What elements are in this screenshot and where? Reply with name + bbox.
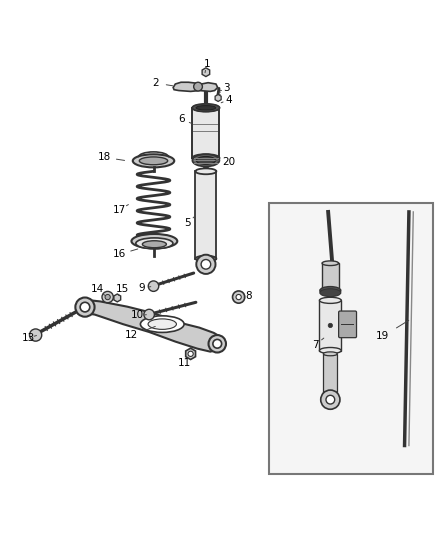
Ellipse shape bbox=[195, 168, 216, 174]
Text: 1: 1 bbox=[204, 59, 210, 69]
Text: 9: 9 bbox=[138, 284, 145, 293]
Ellipse shape bbox=[192, 154, 219, 162]
Ellipse shape bbox=[323, 391, 337, 395]
Ellipse shape bbox=[196, 157, 215, 164]
Ellipse shape bbox=[131, 234, 177, 248]
Text: 11: 11 bbox=[177, 358, 191, 368]
Ellipse shape bbox=[148, 319, 177, 329]
Text: 4: 4 bbox=[225, 95, 232, 104]
Circle shape bbox=[75, 297, 95, 317]
Text: 8: 8 bbox=[245, 291, 252, 301]
Text: 20: 20 bbox=[222, 157, 235, 167]
Circle shape bbox=[196, 255, 215, 274]
Polygon shape bbox=[186, 348, 195, 359]
Circle shape bbox=[144, 309, 154, 320]
Text: 2: 2 bbox=[152, 78, 159, 88]
Circle shape bbox=[233, 291, 245, 303]
Bar bbox=[192, 108, 219, 158]
Ellipse shape bbox=[142, 241, 166, 248]
Polygon shape bbox=[173, 82, 218, 92]
Ellipse shape bbox=[323, 352, 337, 356]
Ellipse shape bbox=[322, 261, 339, 265]
Text: 15: 15 bbox=[116, 284, 129, 294]
Text: 5: 5 bbox=[184, 218, 191, 228]
Text: 12: 12 bbox=[125, 330, 138, 341]
Ellipse shape bbox=[133, 154, 174, 167]
Circle shape bbox=[236, 294, 241, 300]
Ellipse shape bbox=[139, 157, 168, 165]
Text: 13: 13 bbox=[21, 333, 35, 343]
Circle shape bbox=[201, 260, 211, 269]
Bar bbox=[319, 300, 341, 351]
Circle shape bbox=[208, 335, 226, 352]
Text: 3: 3 bbox=[223, 83, 230, 93]
Ellipse shape bbox=[319, 348, 341, 353]
Circle shape bbox=[102, 292, 113, 303]
Circle shape bbox=[326, 395, 335, 404]
Ellipse shape bbox=[320, 289, 341, 297]
Ellipse shape bbox=[192, 104, 219, 111]
Circle shape bbox=[29, 329, 42, 341]
Polygon shape bbox=[215, 94, 221, 101]
Ellipse shape bbox=[136, 238, 173, 249]
Ellipse shape bbox=[320, 287, 341, 294]
Circle shape bbox=[148, 281, 159, 292]
Bar bbox=[269, 203, 433, 474]
Polygon shape bbox=[77, 301, 223, 352]
Text: 6: 6 bbox=[179, 114, 185, 124]
Text: 17: 17 bbox=[113, 205, 126, 215]
Ellipse shape bbox=[192, 104, 219, 111]
Circle shape bbox=[213, 340, 222, 348]
Circle shape bbox=[328, 323, 332, 328]
Ellipse shape bbox=[141, 316, 184, 333]
Circle shape bbox=[194, 82, 202, 91]
Circle shape bbox=[105, 294, 110, 300]
Text: 19: 19 bbox=[376, 332, 389, 341]
Ellipse shape bbox=[192, 154, 219, 166]
Circle shape bbox=[188, 351, 193, 357]
Ellipse shape bbox=[322, 289, 339, 294]
Text: 18: 18 bbox=[98, 152, 111, 163]
Polygon shape bbox=[202, 68, 210, 77]
Text: 14: 14 bbox=[91, 284, 104, 294]
Text: 10: 10 bbox=[131, 310, 144, 320]
FancyBboxPatch shape bbox=[339, 311, 357, 338]
Ellipse shape bbox=[319, 297, 341, 303]
Text: 16: 16 bbox=[113, 249, 127, 259]
Bar bbox=[323, 354, 337, 393]
Ellipse shape bbox=[196, 106, 216, 110]
Bar bbox=[322, 263, 339, 292]
Bar bbox=[195, 171, 216, 259]
Polygon shape bbox=[114, 294, 121, 302]
Text: 7: 7 bbox=[312, 340, 318, 350]
Ellipse shape bbox=[195, 256, 216, 262]
Circle shape bbox=[80, 302, 90, 312]
Circle shape bbox=[321, 390, 340, 409]
